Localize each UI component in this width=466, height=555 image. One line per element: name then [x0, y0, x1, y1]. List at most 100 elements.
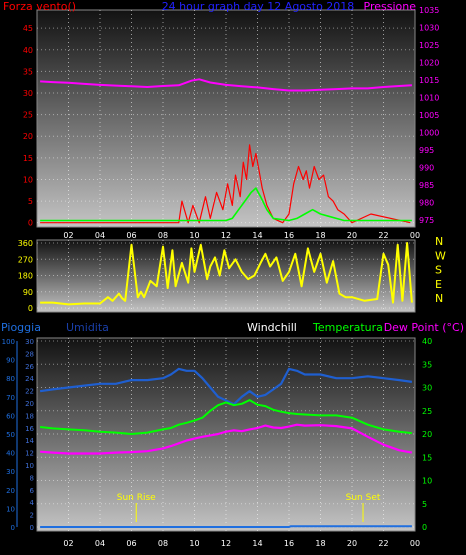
humidity-tick-label: 6 [30, 487, 35, 495]
wind-direction-series [40, 242, 413, 306]
rain-tick-label: 100 [2, 338, 15, 346]
humidity-tick-label: 14 [25, 437, 34, 445]
humidity-tick-label: 12 [25, 450, 34, 458]
wind-pressure-ticks: 0510152025303540459759809859909951000100… [23, 6, 440, 240]
humidity-tick-label: 16 [25, 425, 34, 433]
pressure-tick-label: 980 [419, 199, 434, 208]
temperature-ticks: 0102030405060708090100024681012141618202… [2, 337, 433, 548]
rain-tick-label: 30 [6, 468, 15, 476]
humidity-line [39, 367, 413, 406]
rain-tick-label: 60 [6, 412, 15, 420]
humidity-tick-label: 18 [25, 412, 34, 420]
rain-tick-label: 80 [6, 375, 15, 383]
humidity-tick-label: 0 [30, 524, 34, 532]
wind-axis-label: Forza vento() [3, 0, 76, 13]
x-tick-label: 20 [347, 539, 357, 548]
pressure-tick-label: 1005 [419, 111, 439, 120]
humidity-tick-label: 8 [30, 474, 34, 482]
rain-tick-label: 50 [6, 431, 15, 439]
pressure-tick-label: 1030 [419, 24, 439, 33]
compass-label: N [435, 292, 443, 305]
sun-marker-label: Sun Rise [117, 493, 156, 503]
x-tick-label: 18 [315, 539, 325, 548]
pressure-tick-label: 985 [419, 181, 434, 190]
x-tick-label: 02 [63, 539, 73, 548]
pressure-line [40, 78, 412, 92]
direction-tick-label: 270 [18, 255, 33, 264]
temperature-tick-label: 35 [422, 360, 432, 369]
wind-tick-label: 10 [23, 175, 33, 184]
compass-label: E [435, 278, 442, 291]
x-tick-label: 14 [252, 231, 262, 240]
x-tick-label: 22 [378, 539, 388, 548]
temperature-tick-label: 5 [422, 500, 427, 509]
pressure-tick-label: 990 [419, 164, 434, 173]
x-tick-label: 10 [189, 539, 199, 548]
x-tick-label: 20 [347, 231, 357, 240]
dewpoint-line [40, 423, 413, 455]
temperature-tick-label: 10 [422, 477, 432, 486]
temperature-label: Temperatura [312, 321, 383, 334]
x-tick-label: 16 [284, 539, 294, 548]
wind-pressure-panel: 0510152025303540459759809859909951000100… [3, 0, 439, 240]
rain-tick-label: 40 [6, 450, 15, 458]
pressure-tick-label: 1035 [419, 6, 439, 15]
pressure-tick-label: 1025 [419, 41, 439, 50]
x-tick-label: 18 [315, 231, 325, 240]
pressure-tick-label: 975 [419, 216, 434, 225]
temperature-panel: Sun Rise Sun Set 010203040506070809010002… [1, 321, 464, 548]
direction-tick-label: 180 [18, 272, 33, 281]
x-tick-label: 00 [410, 231, 420, 240]
wind-tick-label: 30 [23, 89, 33, 98]
temperature-tick-label: 20 [422, 430, 432, 439]
temperature-series: Sun Rise Sun Set [39, 367, 413, 528]
temperature-tick-label: 25 [422, 407, 432, 416]
x-tick-label: 08 [158, 231, 168, 240]
humidity-label: Umidita [66, 321, 109, 334]
wind-tick-label: 20 [23, 132, 33, 141]
wind-pressure-series [40, 78, 412, 224]
temperature-tick-label: 15 [422, 453, 432, 462]
humidity-tick-label: 22 [25, 388, 34, 396]
humidity-tick-label: 4 [30, 499, 35, 507]
wind-average-line [40, 187, 412, 222]
humidity-tick-label: 10 [25, 462, 34, 470]
humidity-tick-label: 28 [25, 350, 34, 358]
humidity-tick-label: 26 [25, 363, 34, 371]
x-tick-label: 14 [252, 539, 262, 548]
wind-tick-label: 40 [23, 46, 33, 55]
pressure-axis-label: Pressione [364, 0, 417, 13]
wind-tick-label: 15 [23, 154, 33, 163]
direction-tick-label: 90 [23, 288, 33, 297]
compass-label: S [435, 264, 442, 277]
direction-tick-label: 360 [18, 239, 33, 248]
temperature-line [39, 399, 413, 435]
pressure-tick-label: 1015 [419, 76, 439, 85]
pressure-tick-label: 995 [419, 146, 434, 155]
temperature-tick-label: 0 [422, 523, 427, 532]
x-tick-label: 08 [158, 539, 168, 548]
sun-marker-label: Sun Set [346, 493, 381, 503]
direction-tick-label: 0 [28, 304, 33, 313]
x-tick-label: 12 [221, 231, 231, 240]
temperature-tick-label: 30 [422, 384, 432, 393]
pressure-tick-label: 1000 [419, 129, 439, 138]
windchill-label: Windchill [247, 321, 297, 334]
pressure-tick-label: 1010 [419, 94, 439, 103]
x-tick-label: 00 [410, 539, 420, 548]
x-tick-label: 04 [95, 231, 105, 240]
x-tick-label: 04 [95, 539, 105, 548]
x-tick-label: 22 [378, 231, 388, 240]
rain-label: Pioggia [1, 321, 41, 334]
wind-gust-line [40, 144, 411, 224]
humidity-tick-label: 24 [25, 375, 34, 383]
wind-direction-line [40, 242, 413, 306]
temperature-tick-label: 40 [422, 337, 432, 346]
compass-label: N [435, 235, 443, 248]
rain-tick-label: 0 [11, 524, 15, 532]
humidity-tick-label: 2 [30, 512, 34, 520]
chart-title: 24 hour graph day 12 Agosto 2018 [162, 0, 355, 13]
